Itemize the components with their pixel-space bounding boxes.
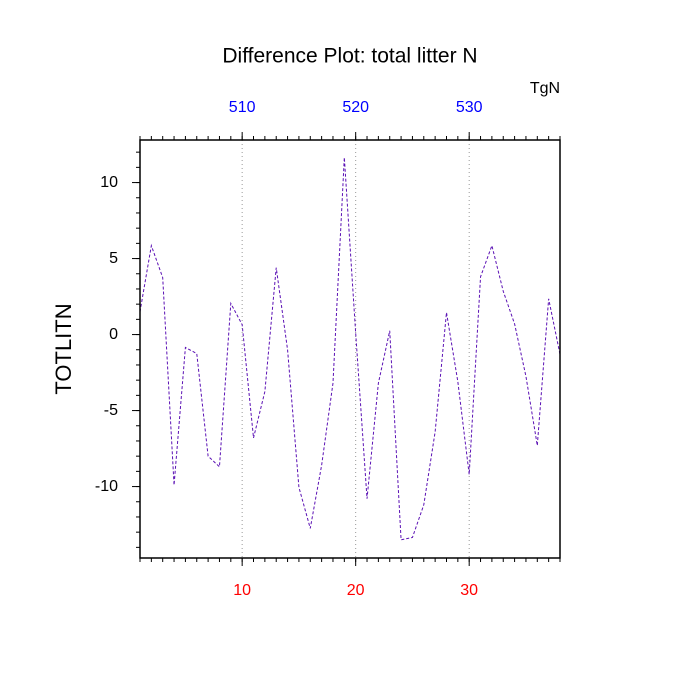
y-tick-label: -10 xyxy=(95,478,118,495)
x-tick-label: 30 xyxy=(460,582,478,599)
x2-tick-label: 520 xyxy=(342,99,369,116)
x-tick-label: 10 xyxy=(233,582,251,599)
plot-frame xyxy=(139,139,561,559)
x-tick-label: 20 xyxy=(347,582,365,599)
y-tick-label: -5 xyxy=(104,402,118,419)
data-line xyxy=(139,157,561,541)
y-tick-label: 5 xyxy=(109,250,118,267)
y-tick-label: 10 xyxy=(100,174,118,191)
y-axis-label: TOTLITN xyxy=(51,303,76,394)
x2-tick-label: 530 xyxy=(456,99,483,116)
chart-title: Difference Plot: total litter N xyxy=(222,45,477,68)
y-tick-label: 0 xyxy=(109,326,118,343)
x2-tick-label: 510 xyxy=(229,99,256,116)
units-label: TgN xyxy=(530,80,560,97)
